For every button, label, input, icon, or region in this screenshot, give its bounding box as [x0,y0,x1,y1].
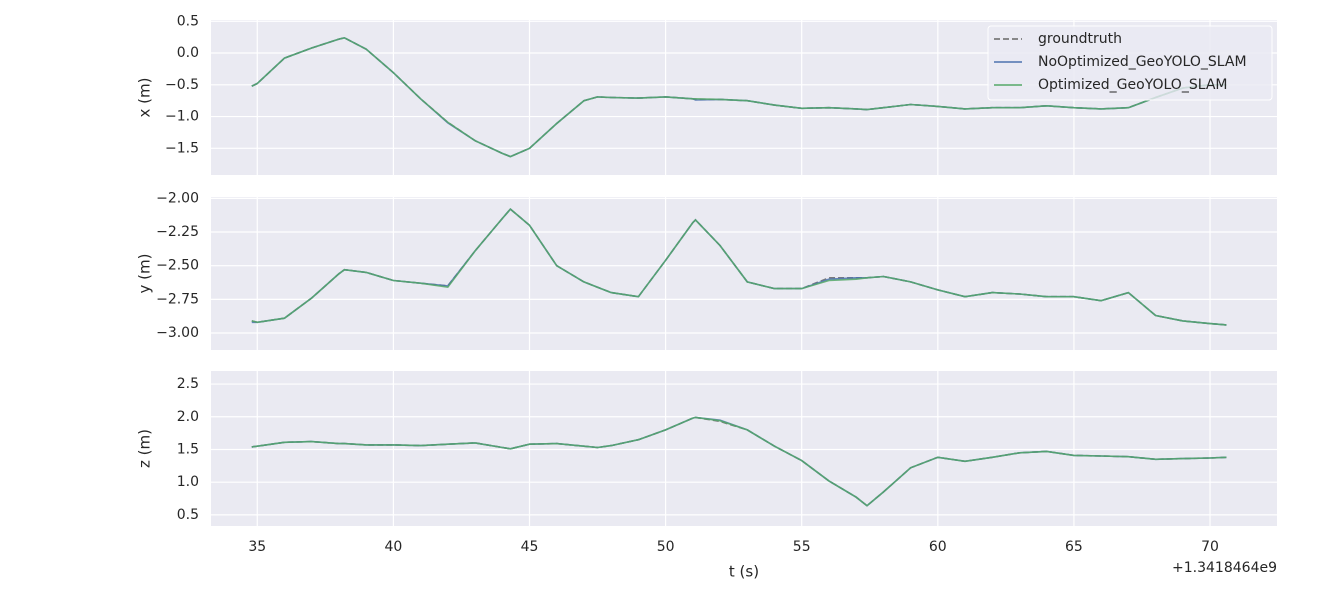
legend-box [987,25,1273,101]
y-tick-label: −1.5 [165,140,199,156]
y-tick-label: 2.0 [177,409,199,425]
y-tick-label: −1.0 [165,109,199,125]
y-tick-label: 0.5 [177,13,199,29]
plot-area [211,197,1277,350]
legend-label: NoOptimized_GeoYOLO_SLAM [1038,54,1247,70]
y-tick-label: −2.25 [156,224,199,240]
y-tick-label: 0.5 [177,507,199,523]
x-tick-label: 50 [657,539,675,555]
legend-label: Optimized_GeoYOLO_SLAM [1038,77,1227,93]
y-tick-label: −2.00 [156,190,199,206]
x-tick-label: 45 [521,539,539,555]
x-tick-label: 65 [1065,539,1083,555]
series-line [251,207,1227,326]
x-tick-label: 55 [793,539,811,555]
legend-label: groundtruth [1038,31,1122,47]
y-tick-label: 1.0 [177,474,199,490]
y-axis-label: x (m) [136,78,154,118]
y-axis-label: y (m) [136,254,154,294]
y-tick-label: −0.5 [165,77,199,93]
y-tick-label: 2.5 [177,376,199,392]
x-axis-label: t (s) [729,563,759,581]
y-tick-label: 1.5 [177,441,199,457]
plot-area [211,371,1277,526]
x-tick-label: 35 [248,539,266,555]
x-tick-label: 70 [1201,539,1219,555]
y-tick-label: 0.0 [177,45,199,61]
y-axis-label: z (m) [136,429,154,468]
x-offset-label: +1.3418464e9 [1172,560,1277,576]
y-tick-label: −2.75 [156,291,199,307]
y-tick-label: −3.00 [156,325,199,341]
series-line [251,416,1227,507]
series-line [251,36,1227,158]
x-tick-label: 60 [929,539,947,555]
y-tick-label: −2.50 [156,258,199,274]
x-tick-label: 40 [384,539,402,555]
